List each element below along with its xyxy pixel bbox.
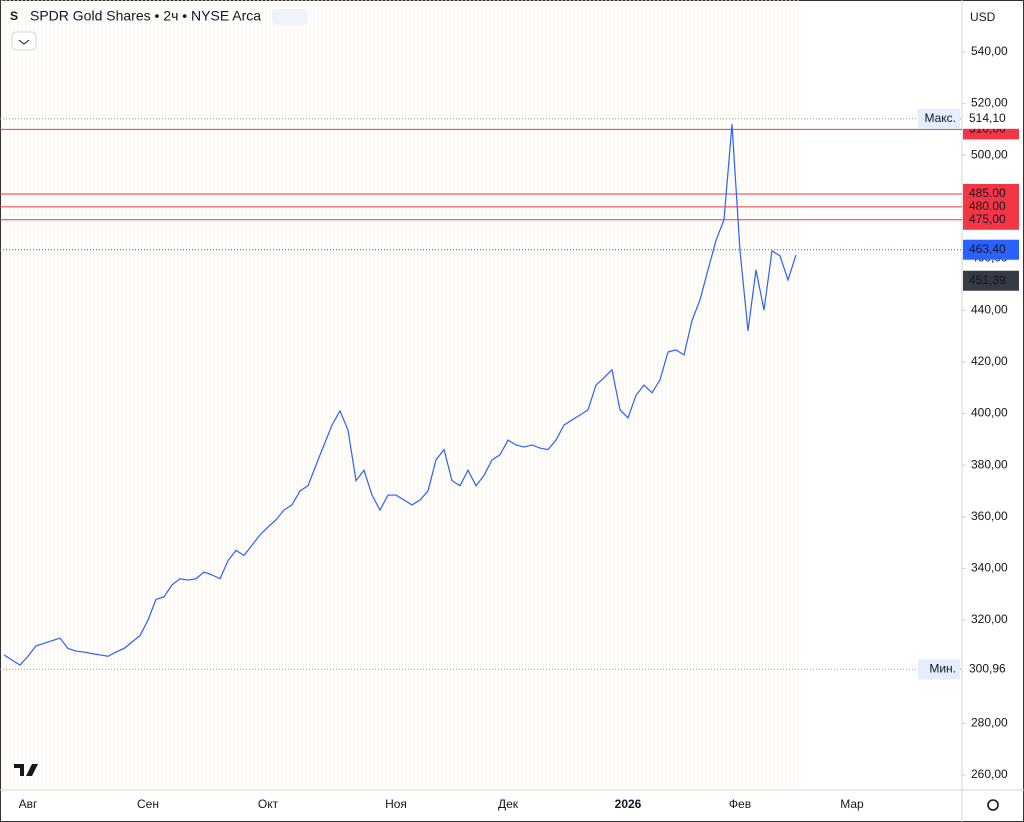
chart-title: SPDR Gold Shares • 2ч • NYSE Arca bbox=[30, 8, 261, 24]
x-tick-label: Сен bbox=[137, 797, 159, 811]
logo bbox=[14, 764, 38, 776]
y-tick-label: 520,00 bbox=[971, 96, 1008, 110]
price-tag bbox=[963, 659, 1019, 680]
price-tag bbox=[963, 209, 1019, 230]
max-badge-label: Макс. bbox=[924, 111, 956, 125]
y-tick-label: 340,00 bbox=[971, 561, 1008, 575]
price-tag-label: 480,00 bbox=[969, 199, 1006, 213]
chevron bbox=[18, 39, 30, 45]
price-tag-label: 475,00 bbox=[969, 212, 1006, 226]
currency[interactable]: USD bbox=[970, 10, 996, 24]
min-badge bbox=[918, 659, 960, 680]
x-tick-label: Дек bbox=[498, 797, 519, 811]
y-tick-label: 420,00 bbox=[971, 354, 1008, 368]
settings-icon[interactable] bbox=[987, 799, 999, 811]
y-tick-label: 360,00 bbox=[971, 509, 1008, 523]
price-tag-label: 451,39 bbox=[969, 273, 1006, 287]
min-badge-label: Мин. bbox=[929, 661, 956, 675]
max-badge bbox=[918, 108, 960, 129]
price-tag-label: 463,40 bbox=[969, 242, 1006, 256]
y-tick-label: 440,00 bbox=[971, 302, 1008, 316]
status-badge bbox=[272, 9, 308, 25]
y-tick-label: 400,00 bbox=[971, 406, 1008, 420]
x-tick-label: Авг bbox=[19, 797, 38, 811]
y-tick-label: 280,00 bbox=[971, 716, 1008, 730]
price-line bbox=[3, 124, 797, 666]
price-tag-label: 485,00 bbox=[969, 186, 1006, 200]
price-tag-label: 514,10 bbox=[969, 111, 1006, 125]
price-tag bbox=[963, 270, 1019, 291]
y-tick-label: 540,00 bbox=[971, 44, 1008, 58]
x-tick-label: Фев bbox=[729, 797, 751, 811]
y-tick-label: 380,00 bbox=[971, 457, 1008, 471]
x-tick-label: Мар bbox=[840, 797, 864, 811]
price-tag bbox=[963, 239, 1019, 260]
x-tick-label: 2026 bbox=[615, 797, 642, 811]
plot bbox=[0, 118, 962, 670]
symbol-icon: S bbox=[10, 9, 18, 23]
x-tick-label: Окт bbox=[258, 797, 279, 811]
y-tick-label: 500,00 bbox=[971, 147, 1008, 161]
x-tick-label: Ноя bbox=[385, 797, 407, 811]
price-tag-label: 300,96 bbox=[969, 661, 1006, 675]
background-stripes bbox=[1, 0, 799, 790]
price-tag bbox=[963, 108, 1019, 129]
y-tick-label: 260,00 bbox=[971, 767, 1008, 781]
collapse-button[interactable] bbox=[11, 31, 37, 51]
y-tick-label: 320,00 bbox=[971, 612, 1008, 626]
